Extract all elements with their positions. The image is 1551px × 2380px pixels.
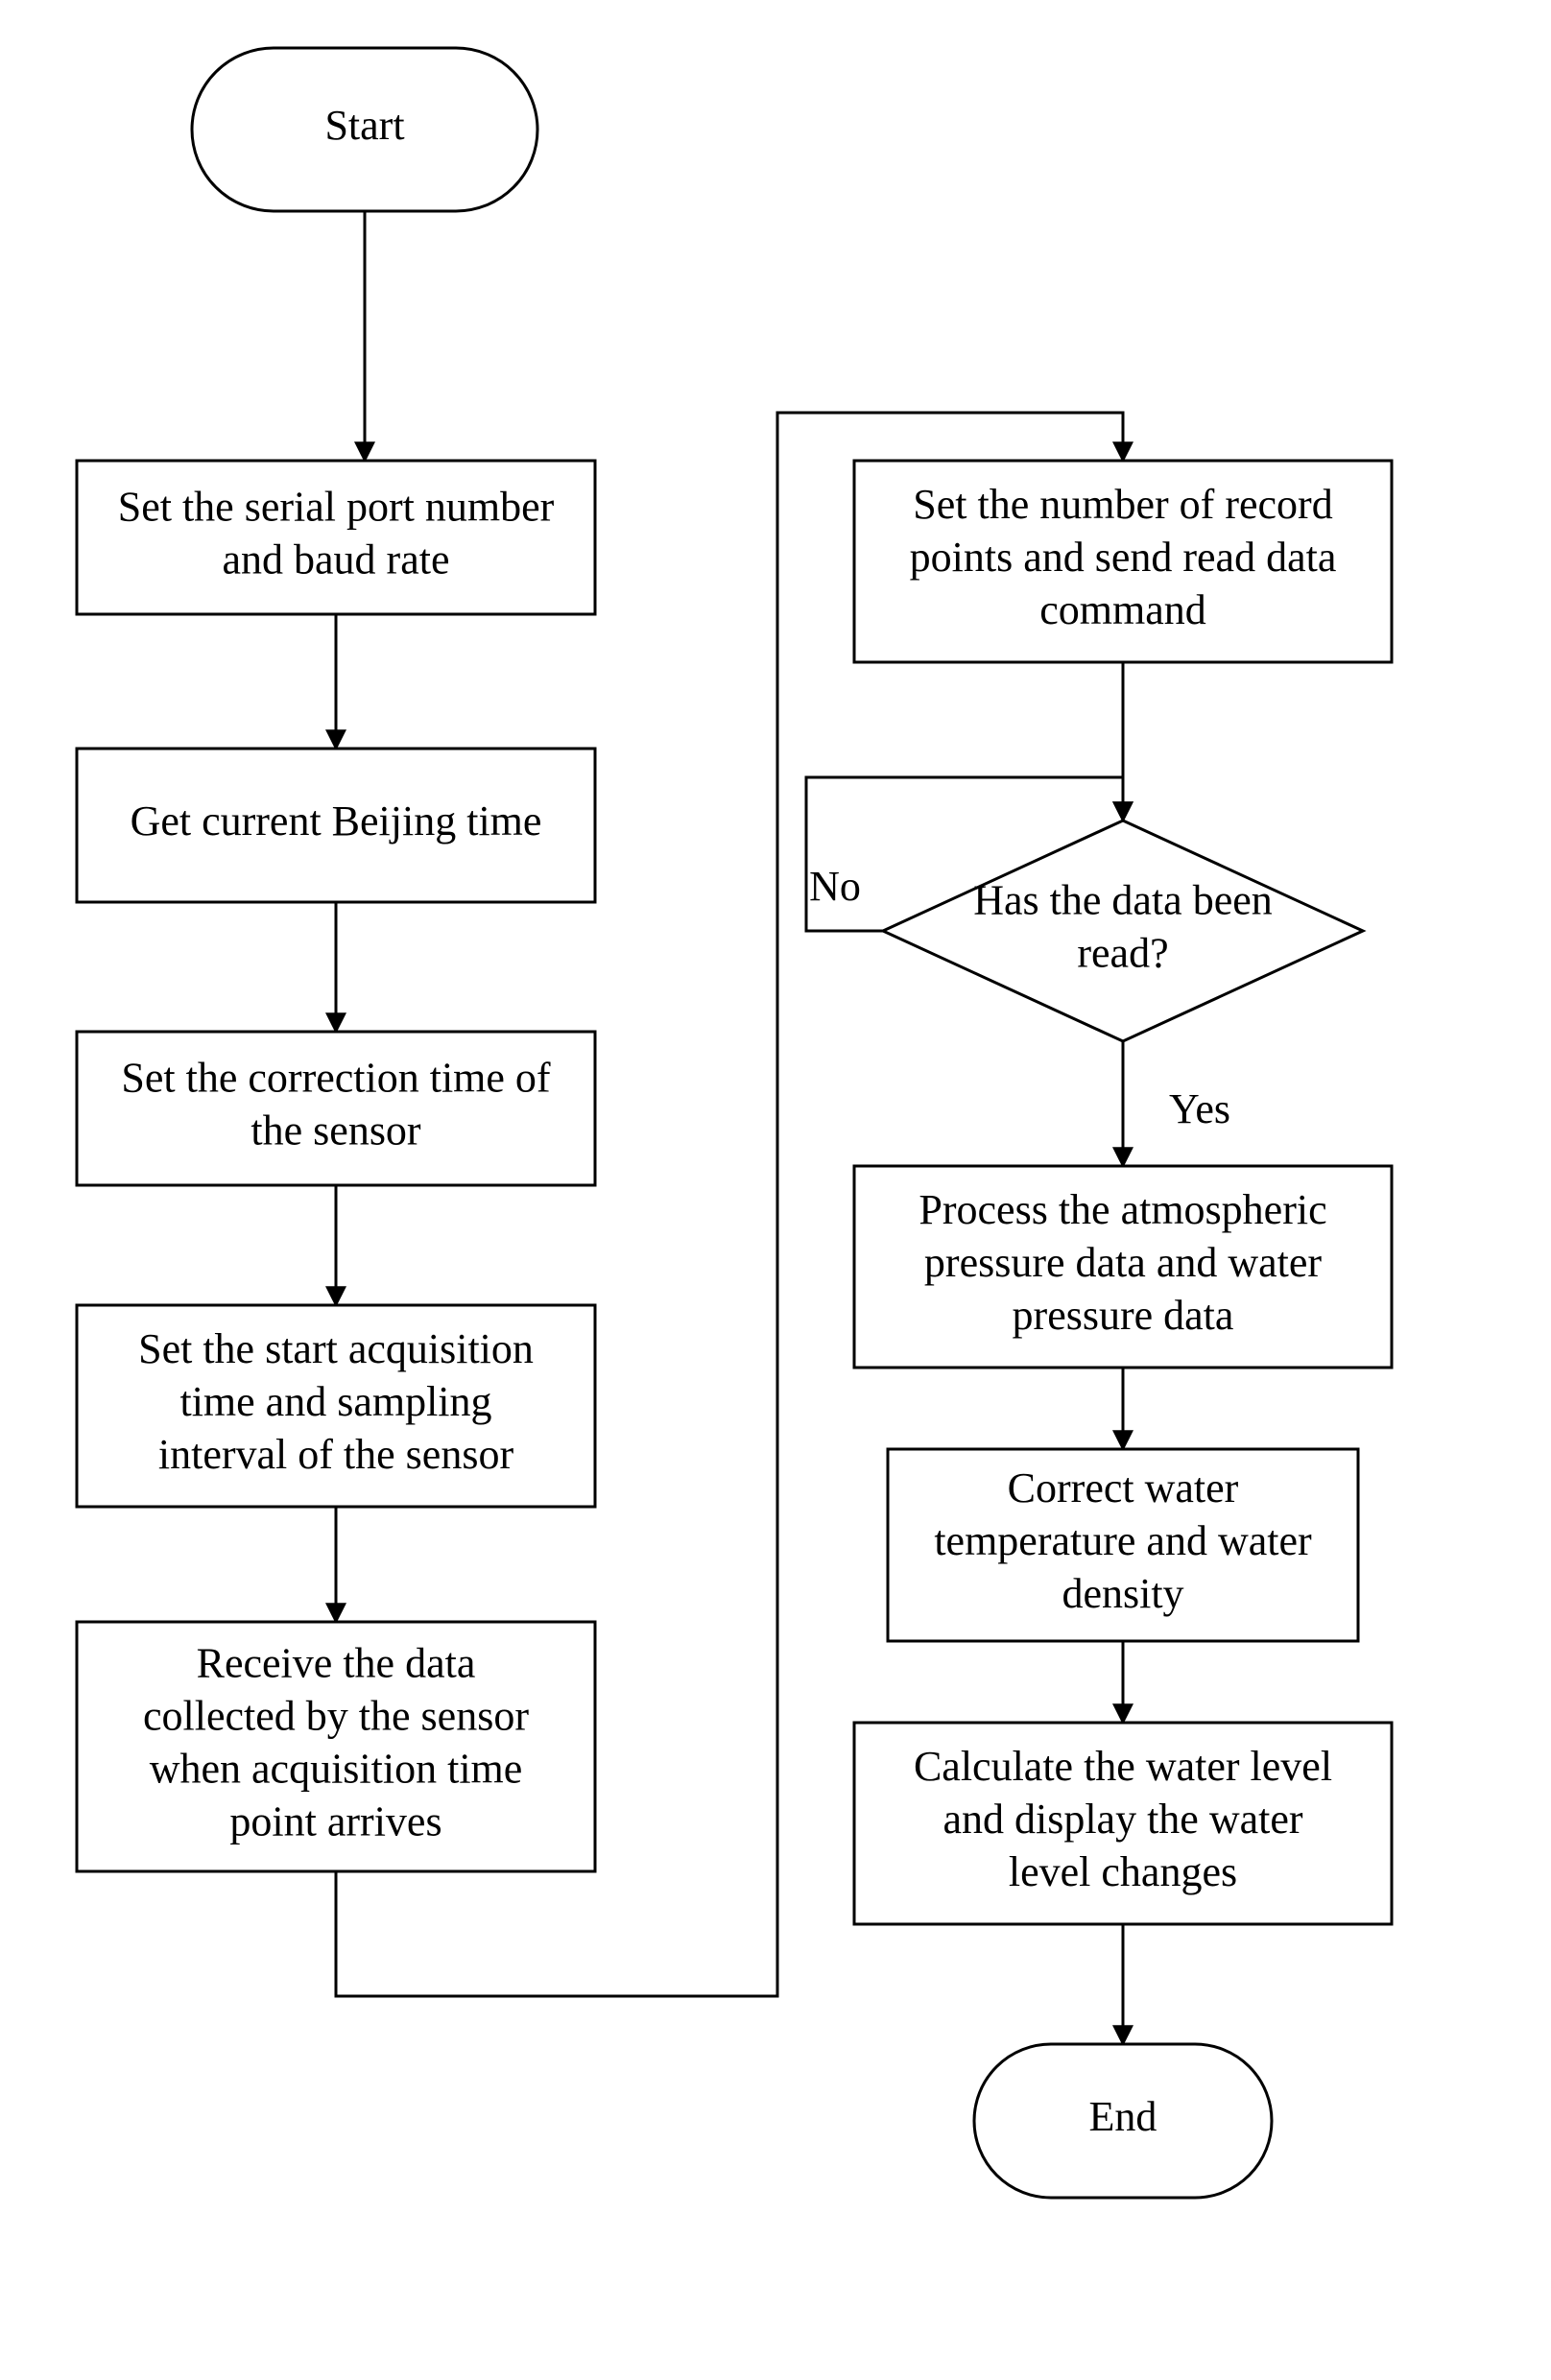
node-text-n1-line0: Set the serial port number [118,484,555,531]
node-n3: Set the correction time of the sensor [77,1032,595,1185]
node-text-start-line0: Start [324,102,404,149]
node-text-n2-line0: Get current Beijing time [131,797,542,845]
node-text-n1-line1: and baud rate [223,536,450,583]
node-n4: Set the start acquisition time and sampli… [77,1305,595,1507]
node-text-n8-line1: temperature and water [934,1517,1312,1564]
node-text-n6-line2: command [1039,586,1206,633]
node-text-n4-line2: interval of the sensor [158,1431,514,1478]
node-text-end-line0: End [1089,2093,1157,2140]
node-text-n4-line0: Set the start acquisition [138,1325,534,1372]
node-n8: Correct water temperature and water densit… [888,1449,1358,1641]
node-text-d1-line0: Has the data been [973,877,1273,924]
node-text-n3-line1: the sensor [251,1107,421,1154]
node-text-n8-line0: Correct water [1008,1464,1239,1511]
edge-label-yes: Yes [1169,1085,1230,1132]
node-text-n7-line2: pressure data [1013,1292,1234,1339]
node-text-n7-line0: Process the atmospheric [919,1186,1326,1233]
node-text-n7-line1: pressure data and water [924,1239,1322,1286]
node-n2: Get current Beijing time [77,749,595,902]
node-n6: Set the number of record points and send … [854,461,1392,662]
node-text-n3-line0: Set the correction time of [121,1055,551,1102]
node-n7: Process the atmospheric pressure data and… [854,1166,1392,1368]
node-text-n8-line2: density [1062,1570,1183,1617]
node-text-d1-line1: read? [1077,930,1168,977]
node-n5: Receive the data collected by the sensor w… [77,1622,595,1871]
node-start: Start [192,48,537,211]
node-text-n9-line0: Calculate the water level [914,1743,1332,1790]
edge-label-no: No [809,863,861,910]
node-text-n9-line2: level changes [1009,1848,1237,1895]
node-text-n4-line1: time and sampling [179,1378,491,1425]
node-n9: Calculate the water level and display the… [854,1723,1392,1924]
node-text-n5-line0: Receive the data [197,1640,476,1687]
node-text-n5-line1: collected by the sensor [143,1693,529,1740]
node-end: End [974,2044,1272,2198]
node-d1: Has the data been read? [883,821,1363,1041]
node-text-n6-line0: Set the number of record [913,481,1332,528]
node-text-n5-line3: point arrives [229,1798,441,1845]
node-text-n6-line1: points and send read data [910,534,1337,581]
node-text-n5-line2: when acquisition time [150,1746,523,1793]
node-n1: Set the serial port number and baud rate [77,461,595,614]
node-text-n9-line1: and display the water [943,1796,1302,1843]
